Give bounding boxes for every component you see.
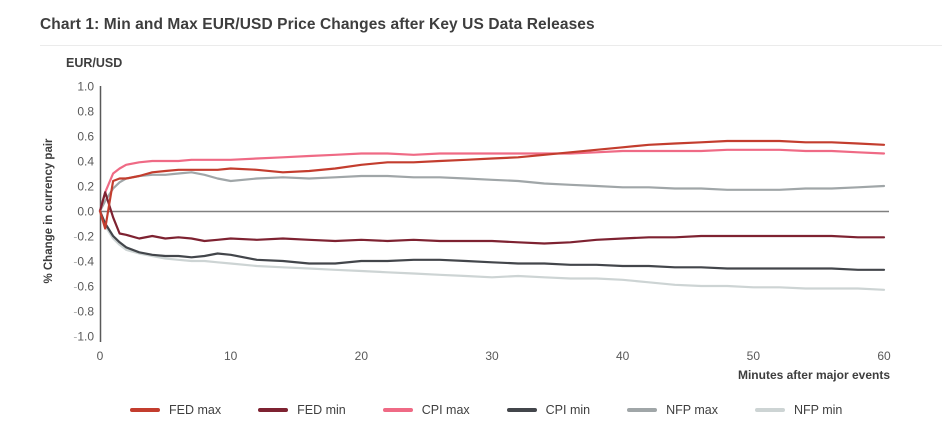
x-tick-label: 60 — [877, 349, 891, 363]
legend-swatch-icon — [130, 408, 160, 412]
y-tick-label: 0.0 — [77, 205, 94, 219]
y-tick-label: -0.4 — [73, 255, 94, 269]
legend-item-fed-max: FED max — [130, 403, 221, 417]
legend-item-nfp-max: NFP max — [627, 403, 718, 417]
y-tick-label: 0.6 — [77, 130, 94, 144]
chart-title: Chart 1: Min and Max EUR/USD Price Chang… — [40, 16, 595, 33]
y-tick-label: 1.0 — [77, 80, 94, 94]
legend-item-fed-min: FED min — [258, 403, 346, 417]
title-divider — [40, 45, 942, 46]
y-tick-label: -0.8 — [73, 305, 94, 319]
legend-label: NFP max — [666, 403, 718, 417]
legend-label: NFP min — [793, 403, 843, 417]
x-tick-label: 10 — [224, 349, 238, 363]
y-tick-label: 0.8 — [77, 105, 94, 119]
y-tick-label: -0.6 — [73, 280, 94, 294]
series-line-fed-min — [98, 191, 886, 245]
y-tick-label: 0.4 — [77, 155, 94, 169]
series-line-cpi-min — [98, 209, 886, 271]
legend-label: CPI max — [421, 403, 470, 417]
y-axis-unit-label: EUR/USD — [66, 56, 123, 70]
legend-swatch-icon — [382, 408, 413, 412]
legend-item-nfp-min: NFP min — [754, 403, 843, 417]
legend: FED max FED min CPI max CPI min NFP max NFP m… — [130, 403, 842, 417]
legend-label: FED min — [297, 403, 346, 417]
x-axis-title: Minutes after major events — [737, 368, 890, 382]
x-tick-label: 30 — [485, 349, 499, 363]
x-tick-label: 20 — [355, 349, 369, 363]
legend-swatch-icon — [627, 408, 658, 412]
legend-swatch-icon — [754, 408, 785, 412]
y-tick-label: 0.2 — [77, 180, 94, 194]
x-tick-label: 50 — [747, 349, 761, 363]
y-tick-label: -1.0 — [73, 330, 94, 344]
legend-label: CPI min — [545, 403, 591, 417]
x-tick-label: 40 — [616, 349, 630, 363]
y-tick-label: -0.2 — [73, 230, 94, 244]
x-tick-label: 0 — [97, 349, 104, 363]
legend-swatch-icon — [258, 408, 289, 412]
series-line-cpi-max — [98, 148, 886, 213]
legend-swatch-icon — [506, 408, 537, 412]
series-line-fed-max — [98, 139, 886, 230]
series-line-nfp-max — [98, 171, 886, 213]
legend-item-cpi-max: CPI max — [382, 403, 470, 417]
legend-label: FED max — [169, 403, 222, 417]
series-line-nfp-min — [98, 209, 886, 291]
legend-item-cpi-min: CPI min — [506, 403, 591, 417]
